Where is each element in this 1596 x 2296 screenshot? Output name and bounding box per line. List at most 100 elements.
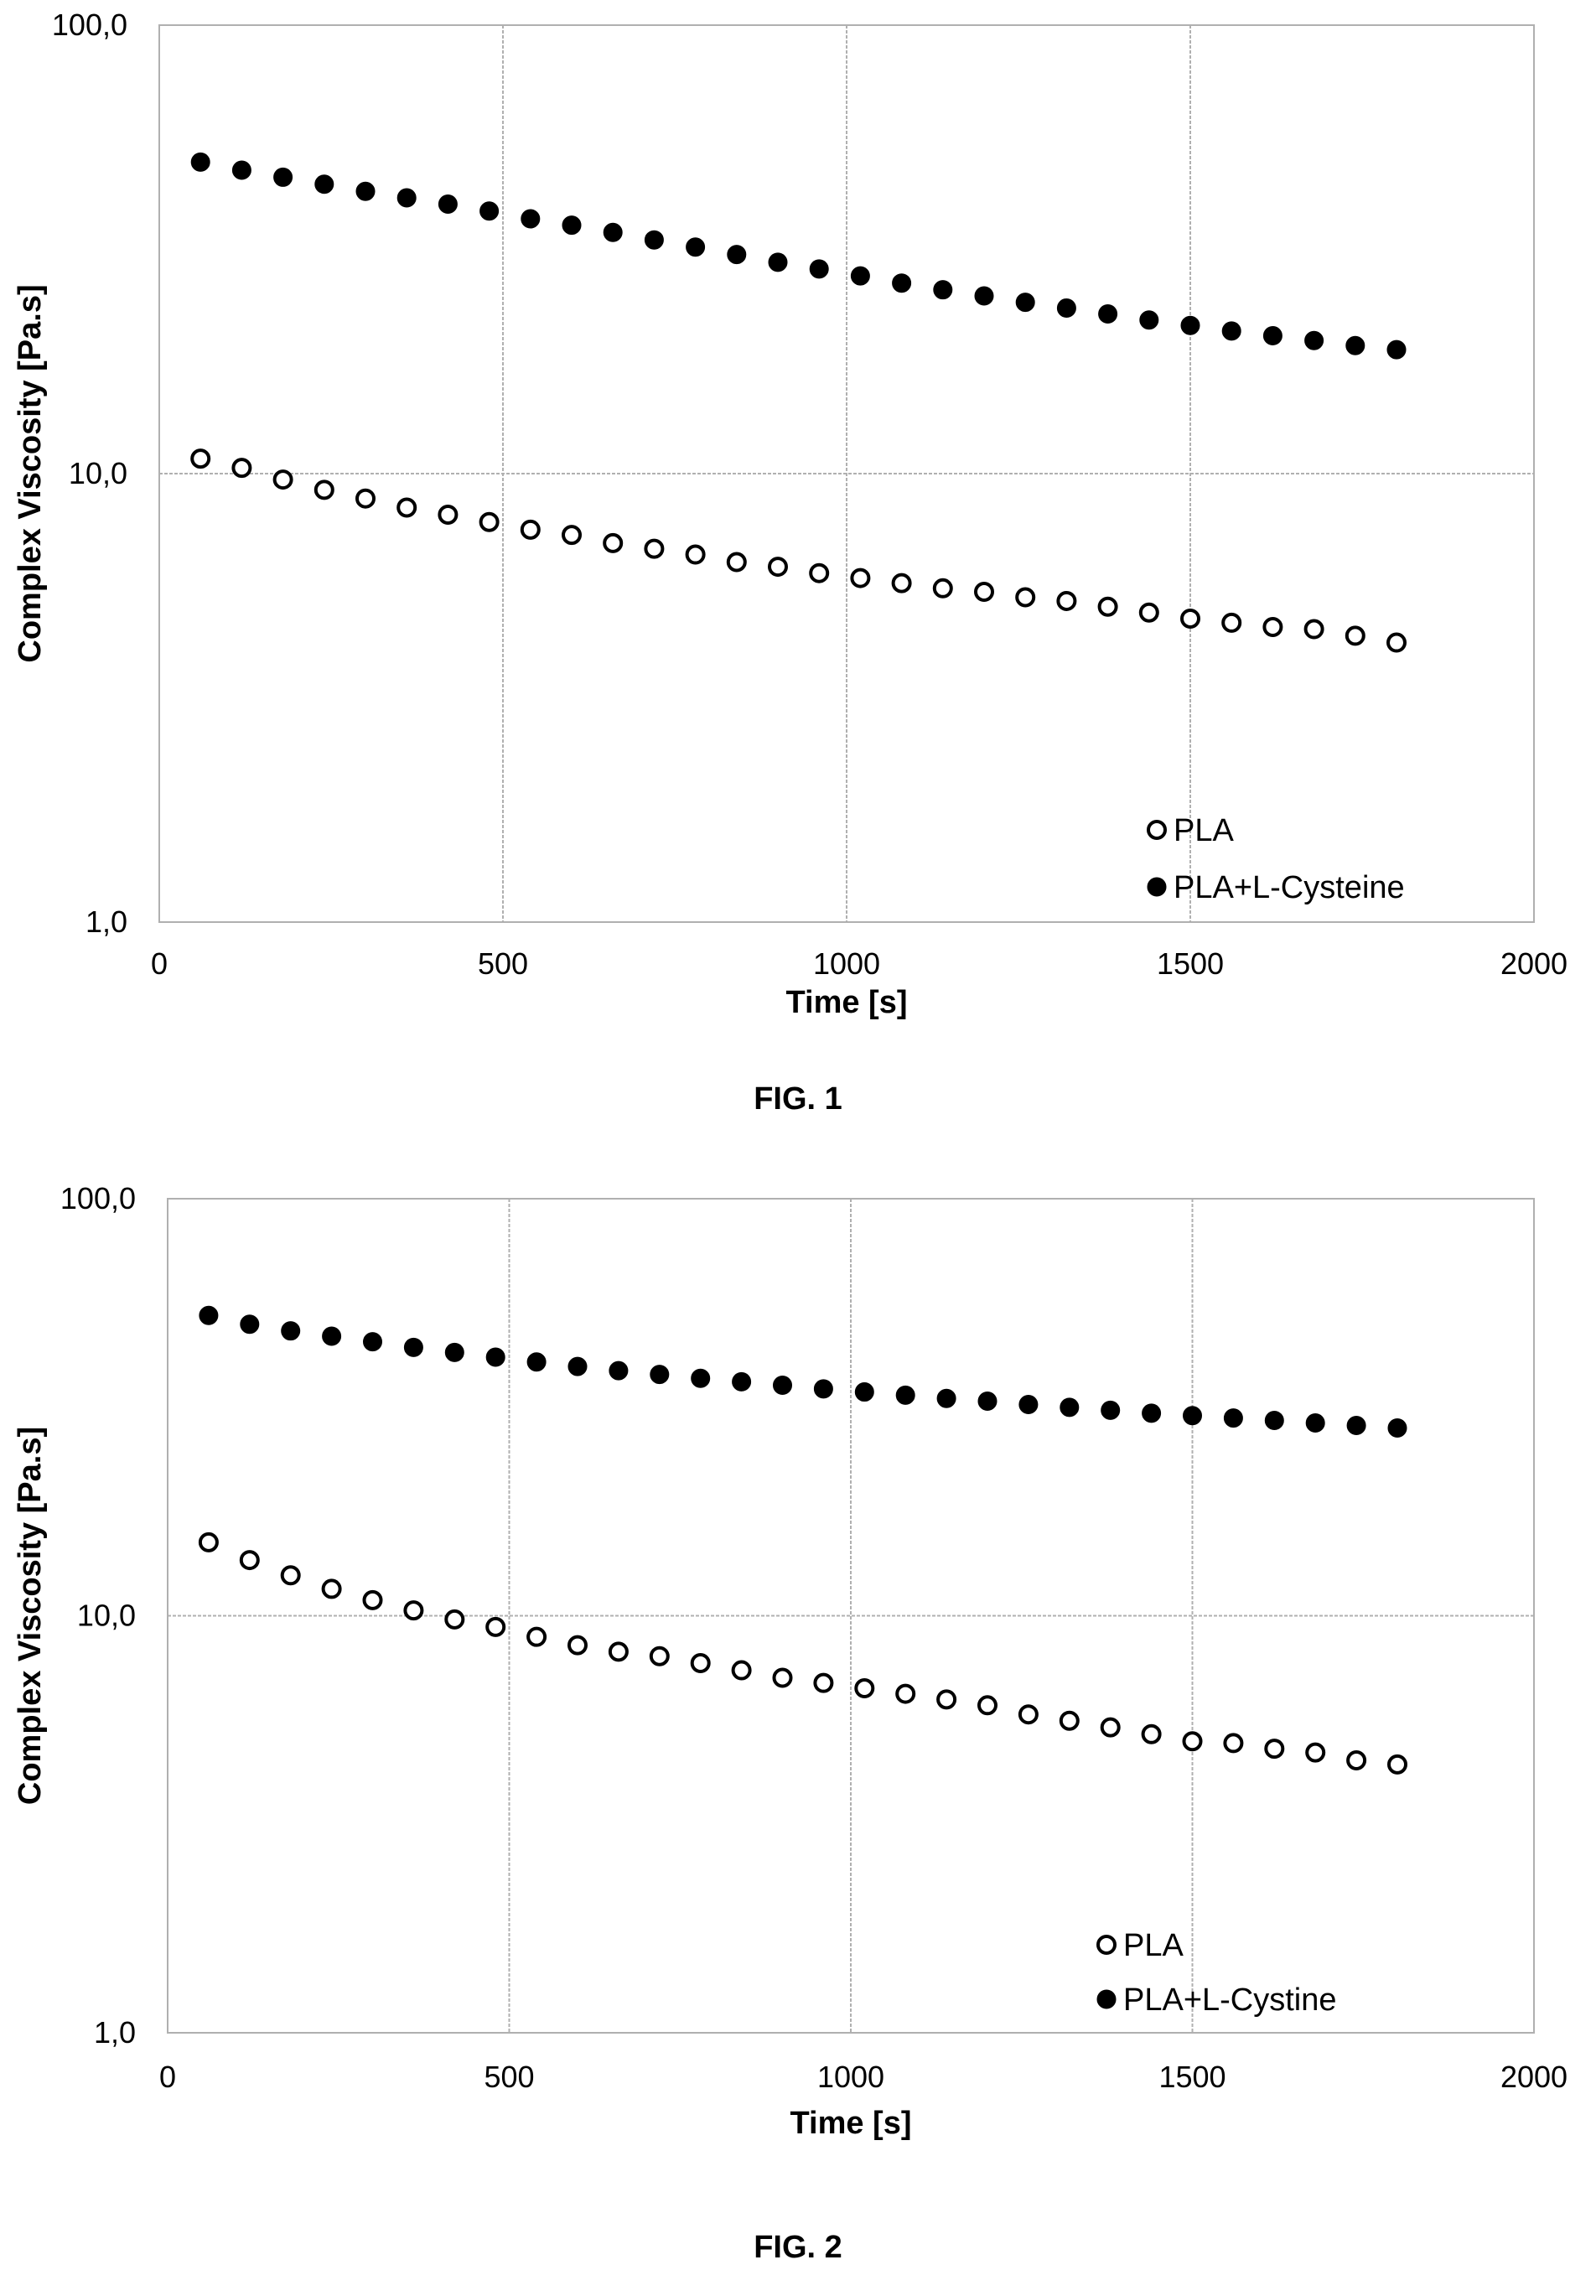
- open-data-point-series-0: [977, 1695, 998, 1716]
- open-data-point-series-0: [850, 568, 871, 588]
- open-data-point-series-0: [1221, 612, 1242, 633]
- filled-data-point-series-1: [773, 1376, 792, 1396]
- filled-data-point-series-1: [1098, 304, 1118, 324]
- legend-label: PLA: [1123, 1928, 1184, 1963]
- filled-data-point-series-1: [1386, 339, 1407, 360]
- legend-label: PLA+L-Cystine: [1123, 1982, 1337, 2018]
- open-data-point-series-0: [321, 1578, 342, 1599]
- filled-data-point-series-1: [933, 280, 953, 300]
- open-data-point-series-0: [396, 497, 417, 518]
- filled-data-point-series-1: [363, 1332, 382, 1352]
- open-data-point-series-0: [1262, 616, 1283, 637]
- legend-marker-open-icon: [1147, 820, 1167, 840]
- filled-data-point-series-1: [444, 1342, 464, 1362]
- open-data-point-series-0: [690, 1652, 711, 1673]
- open-data-point-series-0: [272, 469, 293, 490]
- open-data-point-series-0: [1097, 596, 1118, 617]
- x-tick-label: 1500: [1157, 946, 1224, 981]
- open-data-point-series-0: [768, 557, 788, 578]
- open-data-point-series-0: [1386, 632, 1407, 653]
- open-data-point-series-0: [479, 511, 500, 532]
- y-tick-label: 10,0: [69, 456, 127, 490]
- filled-data-point-series-1: [526, 1352, 547, 1372]
- filled-data-point-series-1: [1142, 1403, 1162, 1423]
- filled-data-point-series-1: [231, 160, 251, 180]
- filled-data-point-series-1: [854, 1382, 874, 1402]
- legend-marker-filled-icon: [1147, 877, 1167, 897]
- open-data-point-series-0: [603, 532, 624, 553]
- open-data-point-series-0: [854, 1678, 875, 1699]
- open-data-point-series-0: [239, 1550, 260, 1571]
- filled-data-point-series-1: [732, 1371, 752, 1392]
- open-data-point-series-0: [1346, 1750, 1367, 1771]
- filled-data-point-series-1: [686, 237, 706, 257]
- open-data-point-series-0: [403, 1600, 424, 1621]
- open-data-point-series-0: [438, 504, 459, 525]
- open-data-point-series-0: [891, 573, 912, 593]
- filled-data-point-series-1: [892, 273, 912, 293]
- open-data-point-series-0: [1303, 619, 1324, 640]
- open-data-point-series-0: [1182, 1731, 1203, 1752]
- open-data-point-series-0: [1059, 1710, 1080, 1731]
- x-axis-title: Time [s]: [785, 985, 907, 1020]
- x-tick-label: 500: [478, 946, 528, 981]
- plot-area-border: [167, 1198, 1535, 2034]
- filled-data-point-series-1: [603, 222, 623, 242]
- legend-marker-open-icon: [1096, 1935, 1117, 1955]
- y-tick-label: 100,0: [60, 1181, 136, 1215]
- x-tick-label: 2000: [1500, 946, 1568, 981]
- figure-1-caption: FIG. 1: [754, 1081, 842, 1117]
- filled-data-point-series-1: [1223, 1408, 1243, 1428]
- open-data-point-series-0: [1138, 602, 1159, 623]
- open-data-point-series-0: [608, 1641, 629, 1662]
- filled-data-point-series-1: [1139, 310, 1159, 330]
- open-data-point-series-0: [1100, 1717, 1121, 1738]
- open-data-point-series-0: [1387, 1754, 1407, 1775]
- x-tick-label: 1000: [813, 946, 880, 981]
- filled-data-point-series-1: [190, 152, 210, 172]
- filled-data-point-series-1: [1264, 1410, 1284, 1430]
- filled-data-point-series-1: [1345, 335, 1365, 355]
- open-data-point-series-0: [644, 538, 665, 559]
- filled-data-point-series-1: [521, 209, 541, 229]
- open-data-point-series-0: [1223, 1733, 1244, 1754]
- filled-data-point-series-1: [273, 167, 293, 187]
- open-data-point-series-0: [520, 519, 541, 540]
- filled-data-point-series-1: [727, 245, 747, 265]
- open-data-point-series-0: [974, 582, 994, 603]
- filled-data-point-series-1: [609, 1360, 629, 1381]
- filled-data-point-series-1: [1180, 315, 1200, 335]
- filled-data-point-series-1: [1305, 1412, 1325, 1433]
- y-tick-label: 10,0: [77, 1599, 136, 1633]
- open-data-point-series-0: [895, 1683, 916, 1704]
- filled-data-point-series-1: [562, 215, 582, 236]
- x-tick-label: 1500: [1158, 2060, 1226, 2094]
- filled-data-point-series-1: [850, 266, 870, 286]
- filled-data-point-series-1: [974, 286, 994, 306]
- y-tick-label: 1,0: [94, 2015, 136, 2050]
- filled-data-point-series-1: [1304, 330, 1324, 350]
- filled-data-point-series-1: [438, 194, 458, 214]
- filled-data-point-series-1: [1101, 1400, 1121, 1420]
- open-data-point-series-0: [772, 1667, 793, 1688]
- filled-data-point-series-1: [1262, 325, 1282, 345]
- open-data-point-series-0: [567, 1635, 588, 1656]
- filled-data-point-series-1: [1018, 1395, 1039, 1415]
- figure-2-chart: 0 500 1000 1500 2000 1,0 10,0 100,0 Time [s] Comp…: [13, 1181, 1568, 2141]
- filled-data-point-series-1: [322, 1326, 342, 1346]
- open-data-point-series-0: [562, 525, 582, 546]
- filled-data-point-series-1: [1183, 1406, 1202, 1426]
- figure-1-chart: 0 500 1000 1500 2000 1,0 10,0 100,0 Time [s] Comp…: [13, 8, 1568, 1020]
- open-data-point-series-0: [649, 1646, 670, 1666]
- open-data-point-series-0: [190, 448, 211, 469]
- x-axis-title: Time [s]: [790, 2106, 911, 2141]
- open-data-point-series-0: [444, 1609, 465, 1630]
- legend-label: PLA: [1174, 813, 1234, 848]
- open-data-point-series-0: [726, 552, 747, 573]
- open-data-point-series-0: [1015, 587, 1036, 608]
- x-tick-label: 500: [484, 2060, 534, 2094]
- legend-marker-filled-icon: [1096, 1989, 1117, 2009]
- y-tick-label: 1,0: [86, 904, 127, 939]
- open-data-point-series-0: [1141, 1723, 1162, 1744]
- open-data-point-series-0: [362, 1589, 383, 1610]
